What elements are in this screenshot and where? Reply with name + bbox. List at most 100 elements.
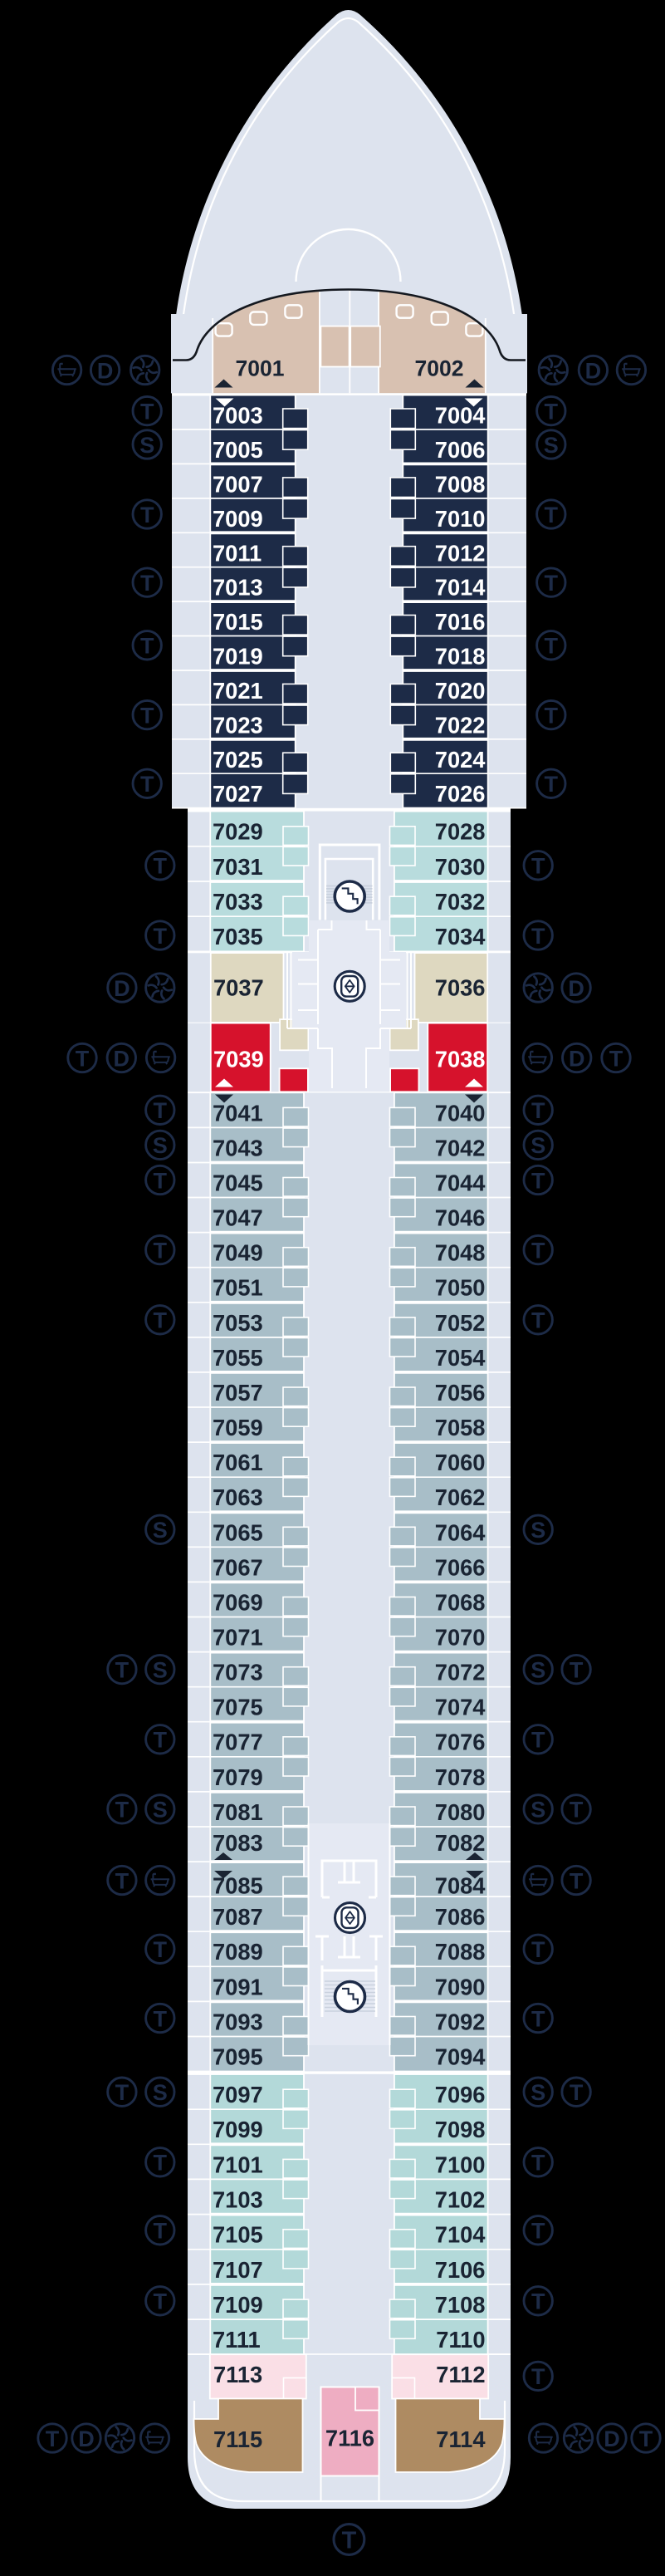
svg-text:7059: 7059 — [213, 1415, 263, 1440]
svg-text:7064: 7064 — [435, 1519, 487, 1545]
svg-text:7007: 7007 — [213, 471, 263, 497]
svg-text:7065: 7065 — [213, 1519, 263, 1545]
svg-text:7005: 7005 — [213, 437, 263, 463]
svg-text:7114: 7114 — [436, 2426, 486, 2452]
svg-text:7104: 7104 — [435, 2222, 487, 2248]
svg-text:7030: 7030 — [435, 854, 486, 880]
svg-text:7012: 7012 — [435, 540, 486, 566]
svg-text:7003: 7003 — [213, 403, 263, 429]
svg-text:7102: 7102 — [435, 2186, 486, 2212]
svg-text:7016: 7016 — [435, 609, 486, 635]
svg-text:7093: 7093 — [213, 2009, 263, 2034]
svg-text:7002: 7002 — [415, 356, 464, 381]
svg-text:7013: 7013 — [213, 575, 263, 601]
svg-text:7091: 7091 — [213, 1974, 263, 1999]
svg-text:7049: 7049 — [213, 1240, 263, 1266]
svg-text:7110: 7110 — [436, 2327, 485, 2353]
svg-text:7022: 7022 — [435, 712, 486, 738]
svg-text:7103: 7103 — [213, 2186, 263, 2212]
svg-text:7027: 7027 — [213, 781, 263, 807]
svg-text:7037: 7037 — [213, 975, 264, 1001]
svg-text:7026: 7026 — [435, 781, 486, 807]
svg-text:7075: 7075 — [213, 1695, 263, 1720]
svg-text:7040: 7040 — [435, 1100, 486, 1126]
svg-text:7109: 7109 — [213, 2292, 263, 2318]
svg-text:7086: 7086 — [435, 1904, 486, 1930]
svg-text:7100: 7100 — [435, 2152, 486, 2177]
svg-text:7092: 7092 — [435, 2009, 486, 2034]
svg-text:7107: 7107 — [213, 2257, 263, 2283]
svg-text:7029: 7029 — [213, 819, 263, 845]
svg-text:7085: 7085 — [213, 1873, 263, 1899]
svg-text:7073: 7073 — [213, 1660, 263, 1685]
svg-text:7111: 7111 — [213, 2327, 261, 2353]
svg-text:7058: 7058 — [435, 1415, 486, 1440]
svg-text:7024: 7024 — [435, 747, 487, 773]
svg-text:7084: 7084 — [435, 1873, 487, 1899]
svg-text:7006: 7006 — [435, 437, 486, 463]
svg-text:7071: 7071 — [213, 1625, 263, 1651]
svg-text:7077: 7077 — [213, 1730, 263, 1755]
svg-text:7048: 7048 — [435, 1240, 486, 1266]
svg-text:7095: 7095 — [213, 2044, 263, 2070]
svg-text:7066: 7066 — [435, 1554, 486, 1580]
svg-text:7081: 7081 — [213, 1799, 263, 1825]
svg-text:7067: 7067 — [213, 1554, 263, 1580]
svg-text:7070: 7070 — [435, 1625, 486, 1651]
svg-text:7078: 7078 — [435, 1764, 486, 1790]
svg-text:7009: 7009 — [213, 506, 263, 532]
svg-text:7088: 7088 — [435, 1939, 486, 1965]
svg-text:7076: 7076 — [435, 1730, 486, 1755]
svg-text:7116: 7116 — [325, 2425, 374, 2451]
svg-text:7008: 7008 — [435, 471, 486, 497]
svg-text:7060: 7060 — [435, 1450, 486, 1475]
svg-text:7050: 7050 — [435, 1275, 486, 1301]
svg-text:7014: 7014 — [435, 575, 487, 601]
svg-text:7028: 7028 — [435, 819, 486, 845]
svg-text:7069: 7069 — [213, 1589, 263, 1615]
svg-text:7056: 7056 — [435, 1380, 486, 1406]
svg-text:7055: 7055 — [213, 1345, 263, 1371]
svg-text:7011: 7011 — [213, 540, 262, 566]
svg-text:7115: 7115 — [213, 2426, 262, 2452]
svg-text:7108: 7108 — [435, 2292, 486, 2318]
svg-text:7098: 7098 — [435, 2117, 486, 2142]
svg-text:7074: 7074 — [435, 1695, 487, 1720]
svg-text:7057: 7057 — [213, 1380, 263, 1406]
svg-text:7080: 7080 — [435, 1799, 486, 1825]
svg-text:7068: 7068 — [435, 1589, 486, 1615]
svg-text:7099: 7099 — [213, 2117, 263, 2142]
svg-text:7079: 7079 — [213, 1764, 263, 1790]
svg-text:7052: 7052 — [435, 1310, 486, 1336]
svg-text:7039: 7039 — [213, 1046, 264, 1072]
svg-text:7112: 7112 — [436, 2362, 485, 2387]
svg-text:7018: 7018 — [435, 644, 486, 670]
svg-text:7025: 7025 — [213, 747, 263, 773]
svg-text:7023: 7023 — [213, 712, 263, 738]
svg-text:7096: 7096 — [435, 2082, 486, 2107]
svg-text:7082: 7082 — [435, 1830, 486, 1856]
svg-text:7090: 7090 — [435, 1974, 486, 1999]
svg-text:7062: 7062 — [435, 1484, 486, 1510]
svg-text:7020: 7020 — [435, 678, 486, 704]
svg-text:7043: 7043 — [213, 1135, 263, 1160]
svg-text:7033: 7033 — [213, 889, 263, 915]
svg-text:7010: 7010 — [435, 506, 486, 532]
svg-text:7106: 7106 — [435, 2257, 486, 2283]
svg-text:7047: 7047 — [213, 1205, 263, 1231]
svg-text:7051: 7051 — [213, 1275, 263, 1301]
svg-text:7094: 7094 — [435, 2044, 487, 2070]
svg-text:7063: 7063 — [213, 1484, 263, 1510]
svg-text:7032: 7032 — [435, 889, 486, 915]
svg-text:7041: 7041 — [213, 1100, 263, 1126]
svg-text:7054: 7054 — [435, 1345, 487, 1371]
svg-text:7021: 7021 — [213, 678, 263, 704]
svg-text:7035: 7035 — [213, 924, 263, 949]
svg-text:7036: 7036 — [435, 975, 486, 1001]
svg-text:7061: 7061 — [213, 1450, 263, 1475]
svg-text:7072: 7072 — [435, 1660, 486, 1685]
svg-text:7113: 7113 — [213, 2362, 262, 2387]
svg-text:7044: 7044 — [435, 1170, 487, 1196]
svg-text:7042: 7042 — [435, 1135, 486, 1160]
svg-text:7053: 7053 — [213, 1310, 263, 1336]
